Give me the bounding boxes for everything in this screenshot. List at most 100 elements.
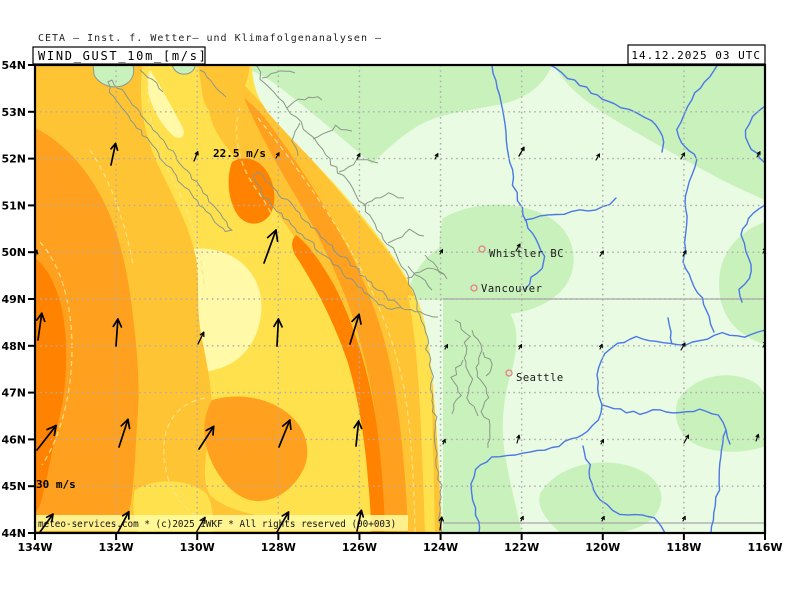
lat-label: 47N: [1, 387, 26, 400]
wind-arrow: [516, 434, 521, 444]
wind-arrow: [356, 509, 365, 532]
lon-label: 122W: [504, 541, 539, 554]
wind-arrow: [518, 344, 523, 350]
river: [676, 65, 719, 333]
lat-label: 46N: [1, 433, 26, 446]
coastline: [338, 159, 379, 173]
wind-arrow: [599, 250, 604, 257]
lat-label: 52N: [1, 153, 26, 166]
coastlines: [107, 65, 493, 533]
wind-arrow: [193, 151, 199, 162]
river: [596, 329, 765, 406]
lon-label: 116W: [747, 541, 782, 554]
wind-arrow: [36, 424, 57, 451]
river: [601, 404, 731, 445]
coastline: [407, 265, 433, 291]
rivers: [470, 65, 765, 533]
wind-arrow: [118, 418, 131, 448]
dashed-contour-lines: [39, 65, 416, 533]
city-markers: Whistler BC Vancouver Seattle: [470, 245, 564, 384]
wind-arrow: [275, 152, 280, 159]
city-dot: [470, 284, 478, 292]
wind-arrow: [756, 151, 761, 158]
lon-label: 130W: [180, 541, 215, 554]
coastline: [471, 329, 491, 449]
lon-label: 124W: [423, 541, 458, 554]
wind-arrow: [353, 420, 363, 447]
coastline: [252, 171, 403, 310]
coastline: [406, 267, 445, 279]
coastline: [199, 69, 227, 98]
wind-arrow: [518, 146, 525, 157]
lat-label: 53N: [1, 106, 26, 119]
wind-arrow: [197, 331, 205, 345]
coastline: [363, 192, 405, 207]
wind-arrow: [682, 515, 686, 522]
coastal-islands: [92, 65, 196, 88]
wind-arrow: [110, 142, 119, 166]
city-dot: [505, 369, 513, 377]
wind-arrow: [276, 511, 290, 533]
river: [667, 317, 673, 345]
gust-annotations: 22.5 m/s 30 m/s: [36, 147, 266, 491]
coastline: [424, 254, 448, 280]
lat-label: 50N: [1, 246, 26, 259]
wind-arrow: [278, 419, 292, 448]
gust-value-label: 30 m/s: [36, 478, 76, 491]
city-dot: [478, 245, 486, 253]
lat-label: 48N: [1, 340, 26, 353]
graticule: [35, 65, 765, 533]
wind-arrow: [683, 434, 690, 444]
wind-arrow: [444, 344, 449, 350]
lat-label: 44N: [1, 527, 26, 540]
wind-arrow: [263, 229, 279, 264]
institute-header: CETA — Inst. f. Wetter— und Klimafolgena…: [38, 33, 382, 44]
river: [470, 404, 603, 533]
coastline: [139, 69, 164, 93]
lat-label: 49N: [1, 293, 26, 306]
wind-arrow: [438, 516, 444, 531]
wind-arrow: [755, 433, 760, 442]
coastline: [107, 79, 233, 232]
wind-arrow: [601, 515, 605, 522]
wind-arrow: [273, 318, 283, 347]
lat-label: 54N: [1, 59, 26, 72]
lon-label: 120W: [585, 541, 620, 554]
wind-arrow: [356, 153, 361, 160]
wind-arrow: [515, 243, 521, 252]
wind-arrow: [434, 153, 439, 160]
wind-arrow: [198, 425, 215, 450]
wind-arrow: [112, 318, 123, 347]
lon-label: 132W: [99, 541, 134, 554]
land-green-patches: [234, 65, 765, 533]
wind-arrow: [595, 153, 601, 161]
lon-label: 126W: [342, 541, 377, 554]
lat-label: 51N: [1, 199, 26, 212]
copyright-text: meteo-services.com * (c)2025 IWKF * All …: [38, 519, 396, 530]
wind-arrow: [195, 516, 206, 533]
coastline: [286, 96, 323, 109]
lat-label: 45N: [1, 480, 26, 493]
wind-arrow: [680, 152, 686, 160]
river: [738, 204, 765, 303]
datetime-box: 14.12.2025 03 UTC: [627, 44, 766, 65]
wind-arrows: [35, 142, 765, 533]
lon-label: 118W: [666, 541, 701, 554]
coastline: [312, 124, 353, 140]
wind-arrow: [439, 249, 444, 255]
wind-arrow: [520, 515, 524, 522]
coastline: [454, 319, 479, 417]
city-label: Vancouver: [481, 283, 542, 295]
gust-value-label: 22.5 m/s: [213, 147, 266, 160]
datetime-label: 14.12.2025 03 UTC: [631, 49, 761, 62]
lon-label: 134W: [17, 541, 52, 554]
map-canvas: meteo-services.com * (c)2025 IWKF * All …: [35, 65, 765, 533]
coastline: [291, 122, 301, 157]
river: [548, 65, 665, 153]
product-title-box: WIND_GUST_10m_[m/s]: [32, 46, 206, 65]
wind-arrow: [599, 343, 603, 350]
city-label: Seattle: [516, 372, 564, 384]
